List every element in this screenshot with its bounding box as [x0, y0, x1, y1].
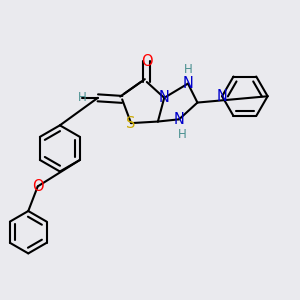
Text: S: S — [126, 116, 136, 130]
Text: O: O — [32, 179, 44, 194]
Text: H: H — [184, 63, 192, 76]
Text: O: O — [141, 54, 153, 69]
Text: N: N — [174, 112, 184, 127]
Text: N: N — [217, 89, 227, 104]
Text: N: N — [182, 76, 194, 91]
Text: N: N — [159, 90, 170, 105]
Text: H: H — [178, 128, 187, 141]
Text: H: H — [78, 91, 86, 104]
